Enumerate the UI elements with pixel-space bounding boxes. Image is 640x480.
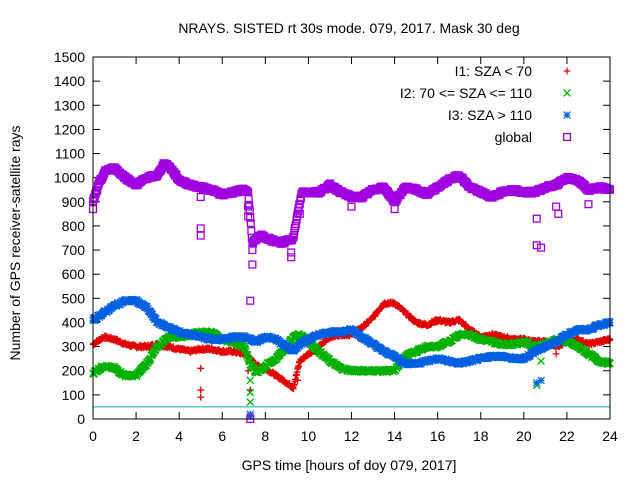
x-tick-label: 24 — [602, 428, 618, 444]
y-tick-label: 400 — [62, 314, 86, 330]
x-tick-label: 18 — [473, 428, 489, 444]
plot-frame — [92, 56, 611, 420]
data-point-outlier — [552, 350, 560, 358]
x-tick-label: 8 — [261, 428, 269, 444]
data-point — [132, 372, 141, 381]
x-tick-label: 2 — [132, 428, 140, 444]
data-point — [241, 345, 250, 354]
x-tick-label: 4 — [175, 428, 183, 444]
x-tick-label: 20 — [516, 428, 532, 444]
data-point-outlier — [552, 202, 561, 211]
data-point-outlier — [390, 204, 399, 214]
data-point-outlier — [554, 209, 563, 218]
y-tick-label: 600 — [62, 266, 86, 282]
y-tick-label: 700 — [62, 242, 86, 258]
data-point-outlier — [246, 376, 255, 385]
data-marks — [88, 159, 615, 424]
y-tick-label: 1100 — [55, 146, 85, 162]
series-0-marks — [89, 298, 614, 401]
y-tick-label: 100 — [62, 387, 86, 403]
data-point-outlier — [246, 398, 255, 406]
data-point-outlier — [294, 376, 302, 384]
legend-marker — [562, 132, 572, 142]
data-point-outlier — [584, 200, 593, 209]
y-tick-label: 0 — [77, 411, 85, 427]
data-point-outlier — [532, 241, 541, 250]
series-1-marks — [89, 327, 614, 406]
y-axis-ticks: 0 100 200 300 400 500 600 700 800 900 1000 1100 1200… — [54, 49, 610, 427]
x-tick-label: 12 — [344, 428, 360, 444]
legend-label: global — [495, 129, 532, 145]
data-point — [244, 355, 253, 364]
data-point-outlier — [196, 231, 205, 240]
data-point-outlier — [197, 393, 205, 401]
chart-title: NRAYS. SISTED rt 30s mode. 079, 2017. Ma… — [178, 20, 519, 36]
y-tick-label: 1300 — [54, 97, 85, 113]
data-point-outlier — [246, 410, 255, 418]
data-point — [243, 351, 252, 359]
legend: I1: SZA < 70 I2: 70 <= SZA <= 110 I3: SZA … — [400, 63, 572, 145]
data-point-outlier — [287, 248, 296, 257]
data-point-outlier — [537, 357, 545, 365]
y-tick-label: 800 — [62, 218, 86, 234]
legend-label: I2: 70 <= SZA <= 110 — [400, 85, 532, 101]
x-axis-ticks: 0 2 4 6 8 10 12 14 16 18 20 22 24 — [89, 57, 618, 444]
y-tick-label: 1000 — [54, 170, 85, 186]
legend-marker — [563, 67, 571, 75]
data-point-outlier — [246, 296, 255, 305]
y-tick-label: 900 — [62, 194, 86, 210]
data-point-outlier — [196, 224, 205, 233]
data-point — [391, 366, 400, 375]
x-tick-label: 6 — [218, 428, 226, 444]
data-point-outlier — [537, 243, 546, 252]
data-point-outlier — [248, 260, 257, 269]
y-tick-label: 500 — [62, 290, 86, 306]
legend-label: I3: SZA > 110 — [448, 107, 532, 123]
x-tick-label: 16 — [430, 428, 446, 444]
x-tick-label: 0 — [89, 428, 97, 444]
x-axis-label: GPS time [hours of doy 079, 2017] — [242, 457, 457, 473]
legend-marker — [563, 89, 571, 97]
y-tick-label: 1200 — [54, 121, 85, 137]
series-2-marks — [89, 295, 614, 421]
data-point-outlier — [287, 253, 296, 262]
legend-marker — [563, 111, 571, 119]
data-point-outlier — [537, 376, 545, 385]
data-point-outlier — [532, 214, 541, 223]
legend-label: I1: SZA < 70 — [455, 63, 533, 79]
x-tick-label: 10 — [301, 428, 317, 444]
data-point-outlier — [197, 364, 205, 372]
y-tick-label: 1500 — [54, 49, 85, 65]
y-tick-label: 1400 — [54, 73, 85, 89]
y-tick-label: 300 — [62, 339, 86, 355]
data-point-outlier — [197, 386, 205, 394]
data-point-outlier — [196, 192, 205, 202]
y-tick-label: 200 — [62, 363, 86, 379]
x-tick-label: 14 — [387, 428, 403, 444]
y-axis-label: Number of GPS receiver-satellite rays — [7, 126, 23, 361]
data-point-outlier — [347, 202, 356, 211]
x-tick-label: 22 — [559, 428, 575, 444]
